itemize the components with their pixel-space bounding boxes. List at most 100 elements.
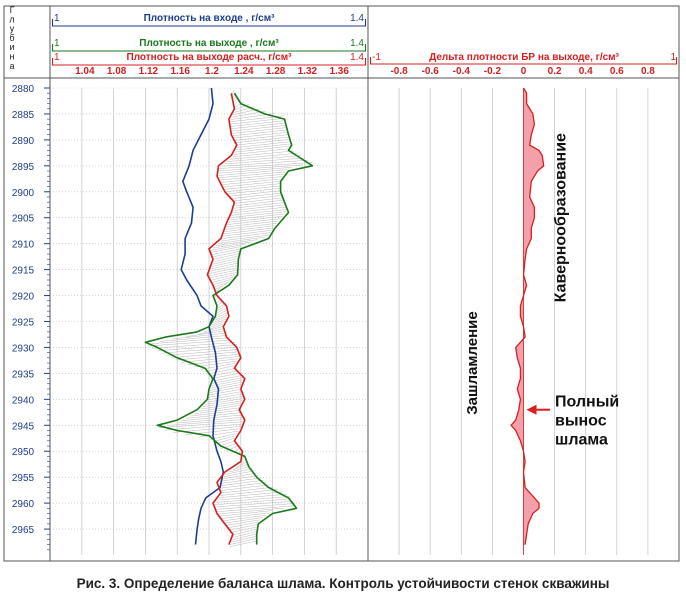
hatch-line (207, 272, 238, 279)
scale-min-label-0: 1 (54, 13, 60, 24)
hatch-line (199, 430, 239, 438)
hatch-line (211, 253, 240, 260)
hatch-line (212, 258, 239, 265)
depth-tick-label-2905: 2905 (12, 214, 35, 225)
hatch-line (219, 475, 259, 482)
hatch-line (235, 138, 291, 146)
left-x-tick-label-2: 1.12 (139, 66, 159, 77)
hatch-line (232, 463, 249, 471)
hatch-line (210, 381, 243, 389)
hatch-line (220, 514, 267, 522)
hatch-line (233, 148, 291, 155)
hatch-line (216, 239, 258, 246)
hatch-line (171, 351, 240, 358)
left-x-tick-label-5: 1.24 (234, 66, 254, 77)
hatch-line (214, 503, 296, 510)
hatch-line (159, 421, 244, 429)
hatch-line (215, 505, 295, 513)
hatch-line (216, 507, 284, 515)
hatch-line (187, 358, 239, 365)
hatch-line (219, 178, 281, 186)
hatch-line (168, 419, 244, 426)
delta-title: Дельта плотности БР на выходе, г/см³ (429, 52, 619, 63)
depth-tick-label-2940: 2940 (12, 395, 35, 406)
hatch-line (213, 283, 227, 291)
depth-tick-label-2960: 2960 (12, 499, 35, 510)
hatch-line (234, 199, 285, 207)
hatch-line (217, 493, 288, 501)
hatch-line (212, 374, 245, 382)
annotation-removal-line-1: вынос (555, 413, 607, 430)
hatch-line (208, 267, 238, 274)
depth-axis-label-letter-4: и (9, 42, 14, 52)
hatch-line (223, 185, 281, 193)
hatch-line (210, 244, 246, 251)
scale-title-2: Плотность на выходе расч., г/см³ (127, 52, 293, 63)
hatch-line (234, 136, 291, 144)
hatch-line (229, 213, 285, 221)
hatch-line (236, 461, 248, 468)
hatch-line (213, 498, 292, 506)
hatch-line (222, 183, 281, 190)
hatch-line (209, 265, 239, 272)
scale-min-label-1: 1 (54, 38, 60, 49)
scale-max-label-2: 1.4 (350, 52, 364, 63)
right-x-tick-label-1: -0.6 (422, 66, 440, 77)
hatch-line (218, 176, 282, 183)
hatch-line (181, 356, 240, 363)
hatch-line (221, 472, 256, 480)
hatch-line (234, 103, 250, 111)
hatch-line (218, 477, 261, 485)
hatch-line (218, 512, 270, 520)
hatch-line (208, 269, 238, 277)
right-track-grid (398, 88, 649, 555)
depth-tick-label-2925: 2925 (12, 318, 35, 329)
delta-line (510, 87, 545, 545)
hatch-line (233, 202, 286, 209)
figure-caption: Рис. 3. Определение баланса шлама. Контр… (76, 576, 610, 591)
hatch-line (221, 159, 309, 167)
hatch-line (234, 145, 290, 153)
hatch-line (210, 262, 239, 270)
hatch-line (211, 279, 232, 286)
left-x-tick-label-4: 1.2 (205, 66, 219, 77)
left-x-tick-label-0: 1.04 (75, 66, 95, 77)
delta-area-fill (511, 88, 544, 545)
hatch-line (212, 377, 245, 384)
scale-max-label-0: 1.4 (350, 13, 364, 24)
hatch-line (216, 510, 273, 517)
hatch-line (177, 416, 245, 424)
depth-axis-label-letter-1: л (9, 14, 14, 24)
annotation-removal-line-2: шлама (555, 432, 608, 449)
left-x-tick-label-8: 1.36 (329, 66, 349, 77)
hatch-line (211, 251, 240, 258)
annotation-cavern: Кавернообразование (552, 133, 569, 302)
hatch-line (210, 372, 242, 379)
hatch-line (227, 155, 302, 162)
hatch-line (224, 225, 275, 232)
right-x-tick-label-7: 0.6 (610, 66, 624, 77)
depth-tick-label-2915: 2915 (12, 266, 35, 277)
hatch-line (218, 162, 312, 169)
hatch-line (231, 209, 289, 216)
hatch-line (232, 531, 257, 538)
hatch-line (200, 402, 242, 410)
hatch-line (215, 309, 229, 316)
hatch-line (185, 330, 226, 337)
hatch-line (221, 234, 269, 242)
hatch-line (216, 304, 228, 312)
right-x-tick-label-6: 0.4 (579, 66, 593, 77)
hatch-line (211, 260, 239, 267)
annotation-sludge: Зашламление (464, 311, 481, 415)
hatch-line (231, 533, 257, 541)
hatch-line (223, 470, 255, 478)
hatch-line (231, 528, 258, 536)
left-x-tick-label-3: 1.16 (170, 66, 190, 77)
hatch-line (230, 129, 289, 137)
depth-axis-label-letter-2: у (10, 24, 15, 34)
left-track-grid (50, 87, 368, 555)
hatch-line (181, 414, 244, 422)
hatch-line (205, 398, 244, 405)
hatch-line (208, 388, 243, 396)
